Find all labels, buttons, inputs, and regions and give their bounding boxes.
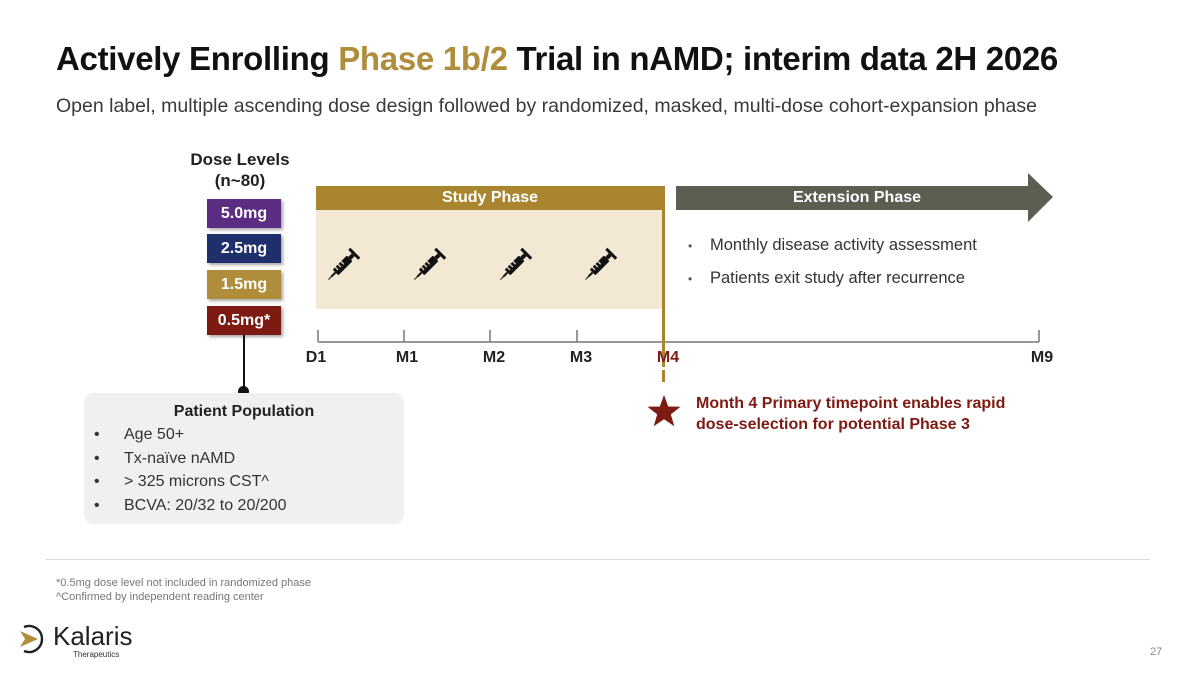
- dose-levels-heading-line2: (n~80): [214, 171, 266, 190]
- m4-callout-line2: dose-selection for potential Phase 3: [696, 416, 970, 433]
- list-item: • Tx-naïve nAMD: [94, 449, 236, 467]
- connector-dot: [238, 386, 249, 397]
- tick-m2: M2: [482, 349, 506, 366]
- syringe-icon: [500, 247, 533, 280]
- tick-m9: M9: [1030, 349, 1054, 366]
- m4-marker-line: [662, 186, 665, 367]
- patient-population-title: Patient Population: [173, 403, 315, 420]
- list-item-text: Age 50+: [124, 426, 185, 443]
- extension-phase-arrow: [676, 173, 1053, 222]
- syringe-icon: [414, 247, 447, 280]
- tick-m1: M1: [395, 349, 419, 366]
- page-subtitle: Open label, multiple ascending dose desi…: [56, 95, 1037, 117]
- kalaris-logo-icon: [20, 624, 44, 654]
- list-item-text: BCVA: 20/32 to 20/200: [124, 496, 287, 514]
- title-part2: Trial in nAMD; interim data 2H 2026: [507, 40, 1059, 77]
- footnote: ^Confirmed by independent reading center: [56, 591, 264, 603]
- extension-bullets: • Monthly disease activity assessment • Pa…: [688, 236, 977, 302]
- dose-2-5mg: 2.5mg: [207, 234, 281, 263]
- star-icon: [647, 395, 681, 427]
- m4-callout: Month 4 Primary timepoint enables rapid …: [696, 393, 1005, 435]
- logo-name: Kalaris: [53, 621, 133, 651]
- patient-population-list: • Age 50+ • Tx-naïve nAMD • > 325 microns C…: [94, 426, 286, 520]
- extension-bullet: • Patients exit study after recurrence: [688, 269, 965, 287]
- m4-callout-line1: Month 4 Primary timepoint enables rapid: [696, 395, 1006, 412]
- dose-5mg: 5.0mg: [207, 199, 281, 228]
- extension-bullet: • Monthly disease activity assessment: [688, 236, 977, 254]
- list-item-text: Tx-naïve nAMD: [124, 449, 236, 467]
- list-item: • Age 50+: [94, 426, 185, 443]
- dose-0-5mg: 0.5mg*: [207, 306, 281, 335]
- dose-levels-heading-line1: Dose Levels: [190, 150, 290, 169]
- footer-divider: [46, 559, 1150, 560]
- tick-m4: M4: [656, 349, 680, 366]
- population-connector: [243, 335, 245, 392]
- extension-bullet-text: Monthly disease activity assessment: [710, 236, 977, 254]
- tick-m3: M3: [569, 349, 593, 366]
- title-part1: Actively Enrolling: [56, 40, 339, 77]
- list-item: • > 325 microns CST^: [94, 473, 269, 490]
- footnote: *0.5mg dose level not included in random…: [56, 577, 311, 589]
- m4-marker-line-lower: [662, 370, 665, 382]
- dose-1-5mg: 1.5mg: [207, 270, 281, 299]
- extension-phase-label: Extension Phase: [792, 189, 922, 206]
- syringe-icon: [328, 247, 361, 280]
- study-phase-label: Study Phase: [316, 186, 664, 210]
- title-highlight: Phase 1b/2: [338, 40, 508, 77]
- logo-subtitle: Therapeutics: [73, 650, 120, 659]
- list-item-text: > 325 microns CST^: [124, 473, 269, 490]
- patient-population-box: Patient Population • Age 50+ • Tx-naïve nA…: [84, 393, 404, 524]
- dose-levels-heading: Dose Levels (n~80): [180, 149, 300, 191]
- page-number: 27: [1150, 646, 1163, 658]
- list-item: • BCVA: 20/32 to 20/200: [94, 496, 287, 514]
- page-title: Actively Enrolling Phase 1b/2 Trial in n…: [56, 40, 1058, 78]
- tick-d1: D1: [305, 349, 327, 366]
- syringe-icon: [585, 247, 618, 280]
- timeline-axis: [317, 330, 1040, 343]
- extension-bullet-text: Patients exit study after recurrence: [710, 269, 965, 287]
